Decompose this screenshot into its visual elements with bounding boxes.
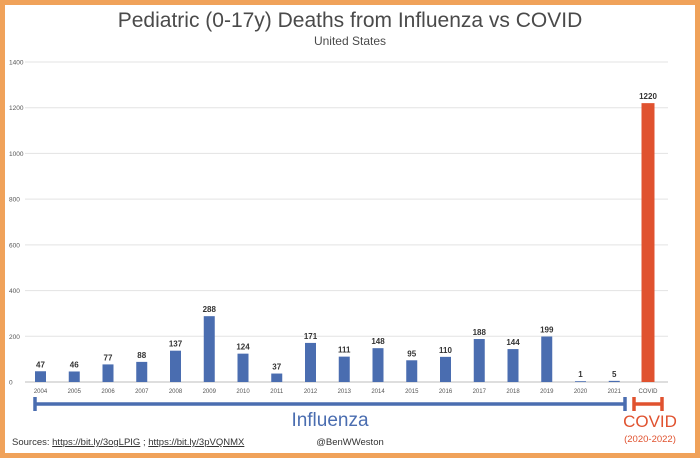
bar (372, 348, 384, 382)
x-tick-label: 2015 (405, 389, 419, 395)
bar (305, 342, 316, 382)
y-tick-label: 800 (9, 197, 20, 204)
y-tick-label: 1400 (9, 60, 24, 67)
data-label: 111 (338, 346, 351, 355)
data-label: 110 (439, 346, 452, 355)
chart-title: Pediatric (0-17y) Deaths from Influenza … (117, 9, 583, 32)
data-label: 171 (304, 332, 318, 341)
sources-separator: ; (142, 437, 146, 448)
x-tick-label: 2006 (101, 389, 115, 395)
x-tick-label: 2013 (338, 389, 352, 395)
source-link-2[interactable]: https://bit.ly/3pVQNMX (148, 437, 245, 448)
bar (136, 361, 148, 382)
bar (35, 371, 46, 382)
data-label: 199 (540, 326, 554, 335)
bar (271, 373, 283, 382)
bar (170, 350, 181, 382)
bar (473, 339, 485, 382)
data-label: 124 (236, 343, 250, 352)
sources-prefix: Sources: (12, 437, 50, 448)
x-tick-label: 2010 (236, 389, 250, 395)
x-tick-label: 2019 (540, 389, 554, 395)
bar (507, 349, 519, 382)
data-label: 95 (407, 349, 416, 358)
x-tick-label: 2011 (270, 389, 284, 395)
data-label: 88 (137, 351, 146, 360)
bar (237, 353, 249, 382)
bar (641, 103, 655, 383)
x-tick-label: 2021 (608, 389, 622, 395)
bar (406, 360, 418, 382)
chart-subtitle: United States (313, 34, 387, 48)
data-label: 288 (203, 305, 217, 314)
data-label: 37 (272, 363, 281, 372)
bars (35, 103, 655, 383)
y-tick-label: 1200 (9, 105, 24, 112)
y-tick-label: 0 (9, 380, 13, 387)
data-label: 47 (36, 360, 45, 369)
x-tick-label: 2007 (135, 389, 149, 395)
data-label: 77 (104, 353, 113, 362)
source-link-1[interactable]: https://bit.ly/3ogLPIG (52, 437, 141, 448)
sources-line: Sources: https://bit.ly/3ogLPIG ; https:… (12, 437, 244, 448)
bar (102, 364, 114, 382)
y-axis-ticks: 0 200 400 600 800 1000 1200 1400 (9, 60, 24, 387)
y-tick-label: 1000 (9, 151, 24, 158)
x-tick-label: 2005 (68, 389, 82, 395)
data-label: 46 (70, 360, 79, 369)
x-tick-label: 2009 (203, 389, 217, 395)
author-handle: @BenWWeston (316, 437, 384, 448)
bar (68, 371, 80, 382)
data-label: 144 (506, 338, 520, 347)
x-tick-label: 2008 (169, 389, 183, 395)
gridlines (25, 61, 668, 383)
x-tick-label: 2018 (506, 389, 520, 395)
data-label: 188 (473, 328, 487, 337)
data-labels: 47 46 77 88 137 288 124 37 171 111 148 95 110 188 144 1… (36, 92, 657, 379)
data-label: 148 (371, 337, 385, 346)
x-tick-label: 2004 (34, 389, 48, 395)
group-brackets (33, 397, 664, 411)
x-tick-label: 2014 (371, 389, 385, 395)
y-tick-label: 600 (9, 242, 20, 249)
y-tick-label: 400 (9, 288, 20, 295)
bar (203, 316, 215, 382)
x-tick-label: 2020 (574, 389, 588, 395)
data-label: 1220 (639, 92, 657, 101)
influenza-group-label: Influenza (291, 410, 369, 431)
bar (541, 336, 553, 382)
covid-years-label: (2020-2022) (624, 434, 676, 445)
data-label: 137 (169, 340, 183, 349)
data-label: 1 (578, 370, 583, 379)
x-tick-label: COVID (638, 389, 658, 395)
y-tick-label: 200 (9, 334, 20, 341)
bar (440, 356, 451, 382)
x-tick-label: 2017 (473, 389, 487, 395)
x-tick-label: 2012 (304, 389, 318, 395)
bar (338, 356, 350, 382)
x-tick-label: 2016 (439, 389, 453, 395)
covid-group-label: COVID (623, 412, 677, 431)
bar (608, 380, 620, 382)
data-label: 5 (612, 370, 617, 379)
bar (575, 381, 586, 382)
x-axis-ticks: 2004 2005 2006 2007 2008 2009 2010 2011 2012 2013… (34, 389, 658, 395)
